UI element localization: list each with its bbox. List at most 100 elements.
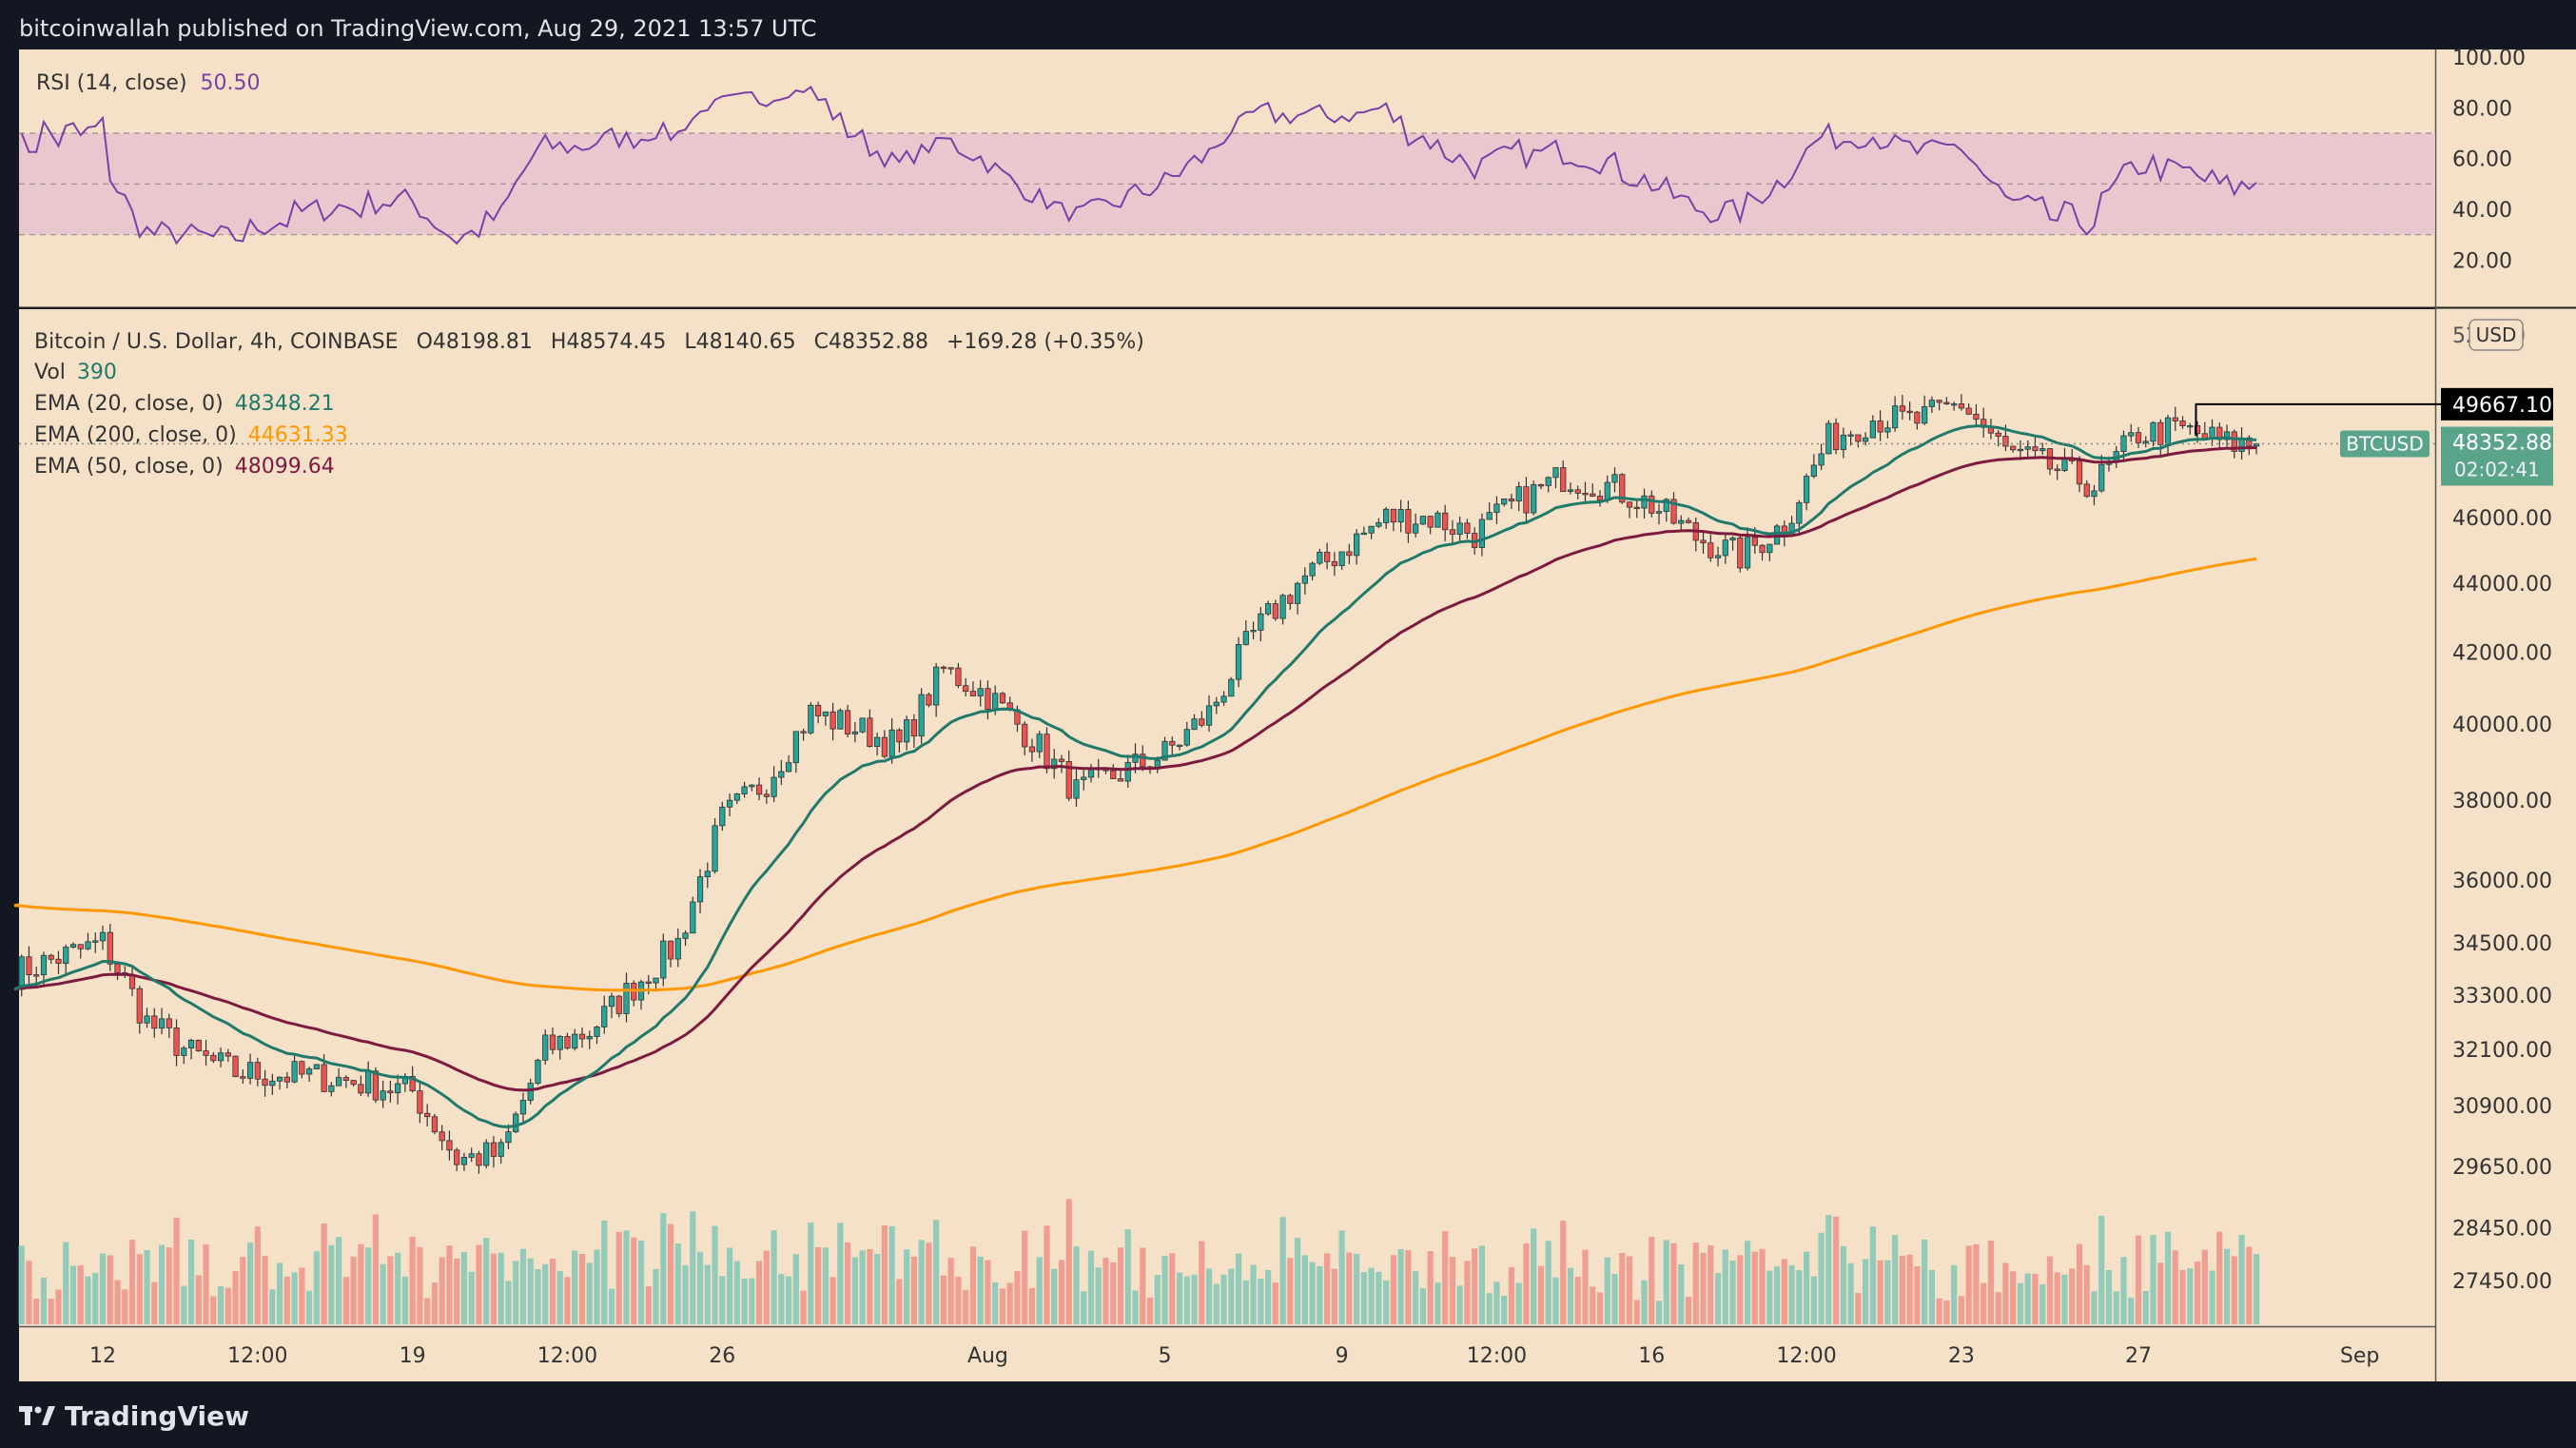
volume-bar <box>1678 1263 1685 1324</box>
candle-body <box>814 704 822 716</box>
candle-body <box>173 1027 180 1056</box>
volume-bar <box>483 1238 490 1324</box>
candle-body <box>1825 422 1832 455</box>
candle-body <box>1161 740 1168 761</box>
candle-body <box>660 940 667 979</box>
volume-bar <box>564 1277 571 1324</box>
volume-bar <box>1655 1301 1663 1324</box>
price-axis[interactable] <box>2435 49 2576 1381</box>
candle-body <box>505 1131 512 1144</box>
volume-bar <box>763 1250 770 1324</box>
volume-bar <box>1596 1292 1604 1324</box>
volume-bar <box>2024 1273 2031 1324</box>
price-tick-label: 42000.00 <box>2452 641 2552 665</box>
candle-body <box>999 693 1006 704</box>
candle-body <box>888 729 895 757</box>
candle-body <box>947 667 954 670</box>
candle-body <box>1376 522 1382 527</box>
volume-bar <box>1242 1280 1249 1324</box>
candle-body <box>771 776 777 797</box>
candle-body <box>158 1018 166 1029</box>
candle-body <box>556 1035 563 1050</box>
candle-body <box>48 954 54 960</box>
volume-bar <box>2135 1235 2142 1324</box>
candle-body <box>269 1080 276 1086</box>
candle-body <box>1567 489 1574 493</box>
volume-bar <box>1161 1256 1168 1324</box>
ema50-value: 48099.64 <box>235 455 335 479</box>
volume-bar <box>1781 1259 1787 1324</box>
volume-bar <box>1751 1251 1758 1324</box>
price-tick-label: 44000.00 <box>2452 573 2552 597</box>
candle-body <box>417 1090 423 1114</box>
tradingview-logo-icon <box>19 1406 55 1425</box>
volume-bar <box>682 1264 689 1324</box>
candle-body <box>40 954 48 976</box>
volume-bar <box>1906 1254 1913 1324</box>
volume-bar <box>128 1240 136 1324</box>
volume-bar <box>1847 1262 1854 1324</box>
volume-bar <box>1626 1256 1633 1324</box>
candle-body <box>1390 508 1396 523</box>
last-price-value: 48352.88 <box>2452 432 2552 456</box>
volume-bar <box>446 1245 453 1324</box>
candle-body <box>1508 499 1515 502</box>
volume-bar <box>1095 1267 1102 1324</box>
volume-bar <box>519 1248 527 1324</box>
volume-bar <box>933 1220 940 1324</box>
volume-bar <box>594 1249 600 1324</box>
candle-body <box>114 963 121 973</box>
volume-bar <box>2039 1284 2046 1324</box>
candle-body <box>1464 522 1471 534</box>
candle-body <box>1140 753 1146 768</box>
rsi-value: 50.50 <box>201 71 261 95</box>
volume-bar <box>1301 1255 1308 1324</box>
volume-bar <box>1419 1288 1426 1324</box>
candle-body <box>232 1055 239 1078</box>
candle-body <box>144 1015 150 1024</box>
chart-canvas[interactable]: 100.00 80.00 60.00 40.00 20.00 RSI (14, clos… <box>0 0 2576 1381</box>
candle-body <box>1073 779 1080 799</box>
candle-body <box>682 932 689 939</box>
volume-bar <box>328 1244 335 1324</box>
volume-bar <box>313 1251 320 1324</box>
candle-body <box>328 1085 335 1092</box>
vol-row: Vol 390 <box>34 361 117 384</box>
ema50-label: EMA (50, close, 0) <box>34 455 224 479</box>
volume-bar <box>40 1277 48 1324</box>
volume-bar <box>395 1252 401 1324</box>
candle-body <box>1552 467 1559 479</box>
candle-body <box>107 931 113 965</box>
volume-bar <box>1146 1297 1154 1324</box>
tradingview-logo[interactable]: TradingView <box>19 1399 249 1433</box>
volume-bar <box>1943 1301 1950 1324</box>
volume-bar <box>1766 1270 1773 1324</box>
volume-bar <box>1810 1276 1817 1324</box>
candle-body <box>262 1078 268 1086</box>
candle-body <box>1649 495 1655 514</box>
currency-badge[interactable]: USD <box>2469 319 2524 351</box>
volume-bar <box>1456 1285 1463 1324</box>
volume-bar <box>217 1285 224 1324</box>
volume-bar <box>114 1280 121 1324</box>
candle-body <box>653 977 659 984</box>
candle-body <box>969 691 977 696</box>
volume-bar <box>785 1276 792 1324</box>
volume-bar <box>1449 1257 1456 1324</box>
symbol-badge-label: BTCUSD <box>2346 433 2423 456</box>
candle-body <box>1235 644 1242 680</box>
volume-bar <box>1928 1269 1935 1324</box>
candle-body <box>1434 512 1441 528</box>
volume-bar <box>1619 1252 1626 1324</box>
volume-bar <box>2142 1291 2149 1324</box>
currency-badge-box <box>2469 319 2524 351</box>
candle-body <box>1737 538 1744 569</box>
volume-bar <box>1065 1199 1072 1324</box>
price-tick-label: 32100.00 <box>2452 1039 2552 1063</box>
candle-body <box>1405 509 1412 534</box>
candle-body <box>1368 525 1375 534</box>
time-label: 9 <box>1336 1344 1349 1368</box>
volume-bar <box>999 1288 1006 1324</box>
candle-body <box>1951 403 1958 406</box>
high-value: H48574.45 <box>551 330 667 354</box>
